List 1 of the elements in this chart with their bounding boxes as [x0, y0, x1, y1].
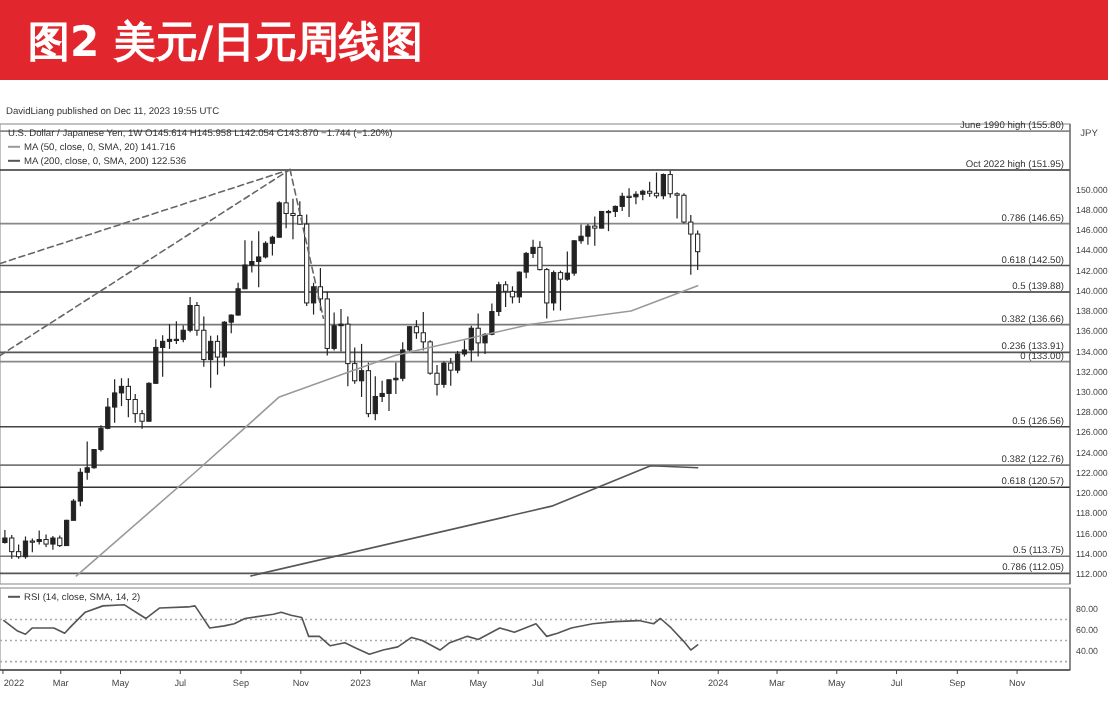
chart-title: 图2 美元/日元周线图 — [28, 18, 424, 66]
